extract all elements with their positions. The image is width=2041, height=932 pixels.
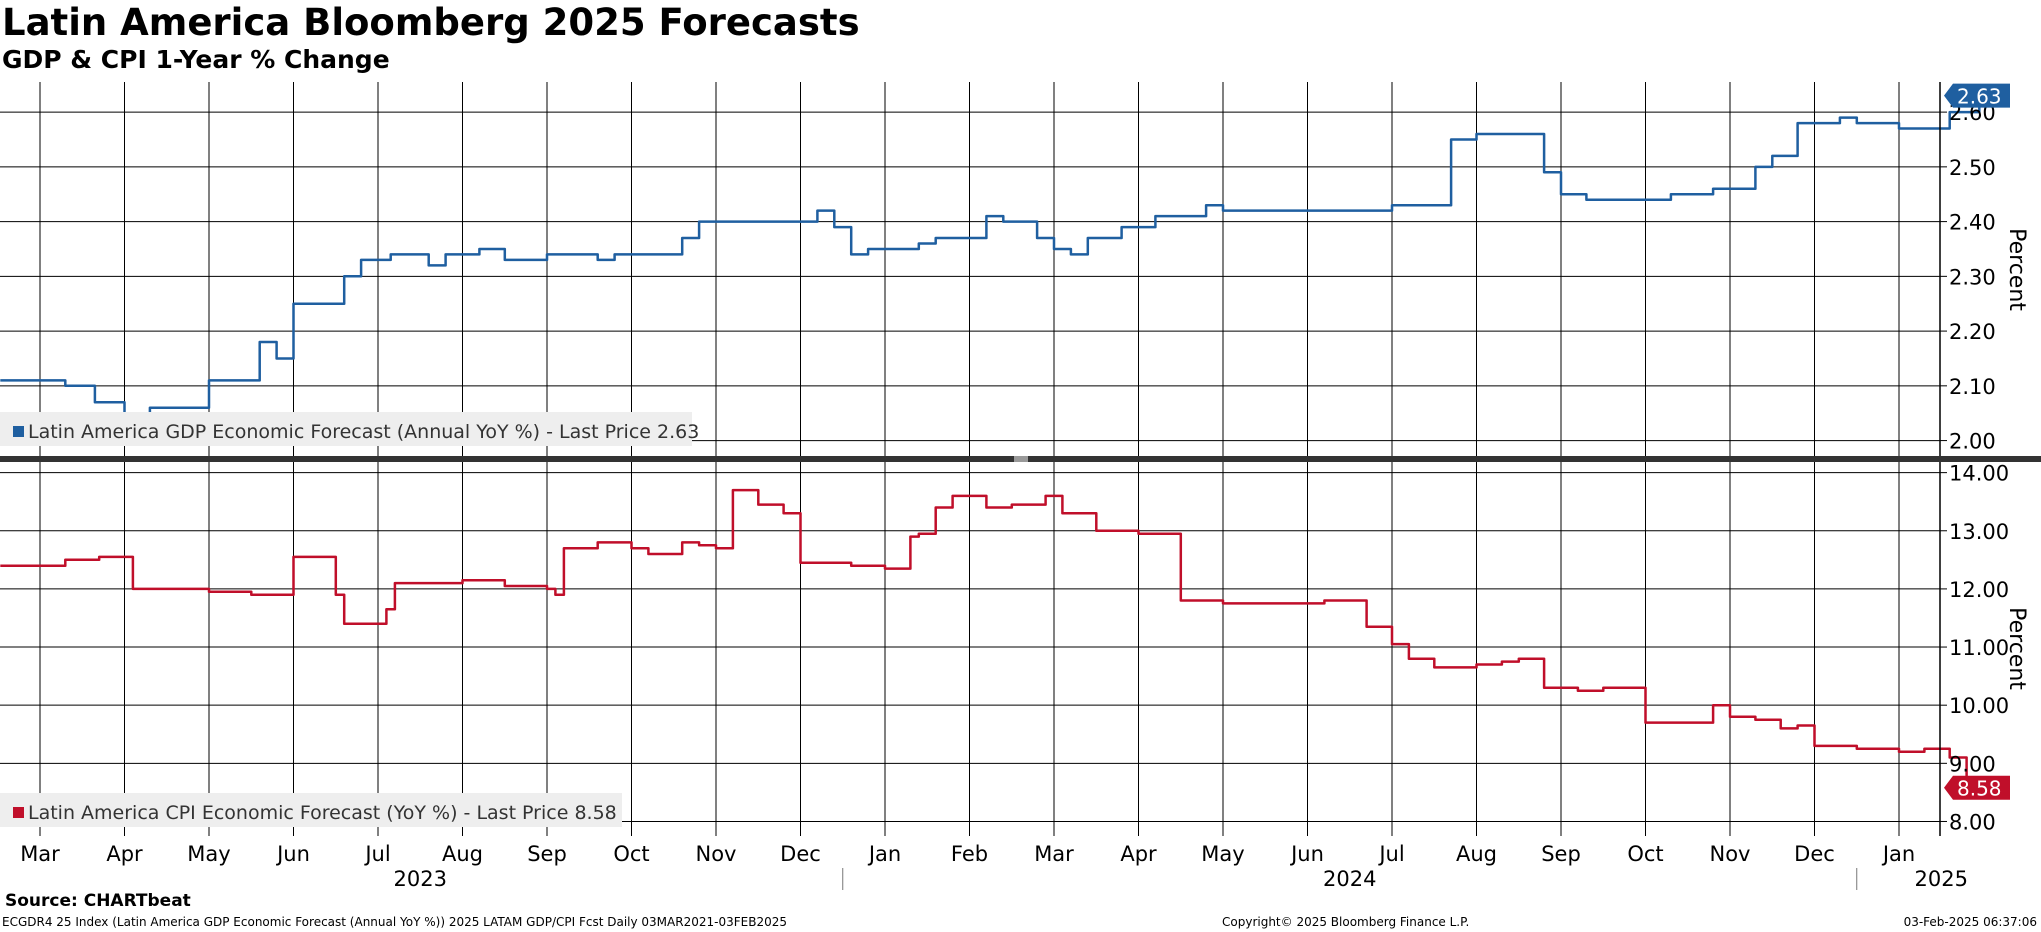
x-tick-label: Oct [613,842,649,866]
x-tick-label: Oct [1627,842,1663,866]
x-tick-label: Aug [442,842,483,866]
y-tick-label: 10.00 [1949,694,2009,718]
footer-copyright: Copyright© 2025 Bloomberg Finance L.P. [1222,915,1470,929]
last-price-tag-shape [1944,83,2010,108]
gdp-y-axis-label: Percent [2004,228,2029,311]
y-tick-label: 11.00 [1949,636,2009,660]
x-tick-label: Jan [867,842,901,866]
x-tick-label: Apr [1120,842,1157,866]
x-tick-label: Mar [1034,842,1074,866]
x-tick-label: Mar [20,842,60,866]
year-label: 2025 [1915,867,1968,891]
panel-resize-handle [1014,456,1028,462]
y-tick-label: 8.00 [1949,810,1996,834]
x-tick-label: Jan [1881,842,1915,866]
x-tick-label: Jun [275,842,310,866]
y-tick-label: 2.30 [1949,265,1996,289]
year-label: 2024 [1323,867,1376,891]
cpi-series-line [0,488,1981,788]
gdp-legend: Latin America GDP Economic Forecast (Ann… [0,412,699,446]
cpi-last-price-tag: 8.58 [1944,775,2010,801]
gdp-last-price-tag: 2.63 [1944,83,2010,109]
x-tick-label: Dec [780,842,821,866]
gdp-series-line [0,95,1981,415]
x-tick-label: May [187,842,230,866]
footer-timestamp: 03-Feb-2025 06:37:06 [1903,915,2037,929]
y-tick-label: 2.20 [1949,320,1996,344]
last-price-tag-label: 2.63 [1957,85,2002,109]
legend-swatch [13,426,24,437]
legend-background [0,412,692,446]
y-tick-label: 13.00 [1949,520,2009,544]
legend-label: Latin America CPI Economic Forecast (YoY… [28,802,617,824]
legend-background [0,793,622,827]
x-tick-label: Feb [951,842,988,866]
y-tick-label: 2.40 [1949,211,1996,235]
footer-index-info: ECGDR4 25 Index (Latin America GDP Econo… [2,915,787,929]
cpi-legend: Latin America CPI Economic Forecast (YoY… [0,793,622,827]
y-tick-label: 12.00 [1949,578,2009,602]
x-tick-label: Jun [1289,842,1324,866]
x-tick-label: Dec [1794,842,1835,866]
x-tick-label: Sep [527,842,567,866]
chart-title: Latin America Bloomberg 2025 Forecasts [2,1,860,44]
y-tick-label: 2.00 [1949,430,1996,454]
last-price-tag-label: 8.58 [1957,777,2002,801]
x-tick-label: Jul [363,842,390,866]
source-note: Source: CHARTbeat [5,891,191,911]
x-tick-label: May [1201,842,1244,866]
x-tick-label: Aug [1456,842,1497,866]
cpi-y-axis-label: Percent [2004,607,2029,690]
x-tick-label: Nov [1710,842,1751,866]
y-tick-label: 2.10 [1949,375,1996,399]
x-tick-label: Nov [696,842,737,866]
x-tick-label: Apr [106,842,143,866]
last-price-tag-shape [1944,775,2010,800]
legend-label: Latin America GDP Economic Forecast (Ann… [28,421,699,443]
chart-subtitle: GDP & CPI 1-Year % Change [2,45,390,74]
x-tick-label: Sep [1541,842,1581,866]
year-label: 2023 [394,867,447,891]
y-tick-label: 9.00 [1949,752,1996,776]
x-tick-label: Jul [1377,842,1404,866]
y-tick-label: 14.00 [1949,462,2009,486]
legend-swatch [13,807,24,818]
y-tick-label: 2.50 [1949,156,1996,180]
